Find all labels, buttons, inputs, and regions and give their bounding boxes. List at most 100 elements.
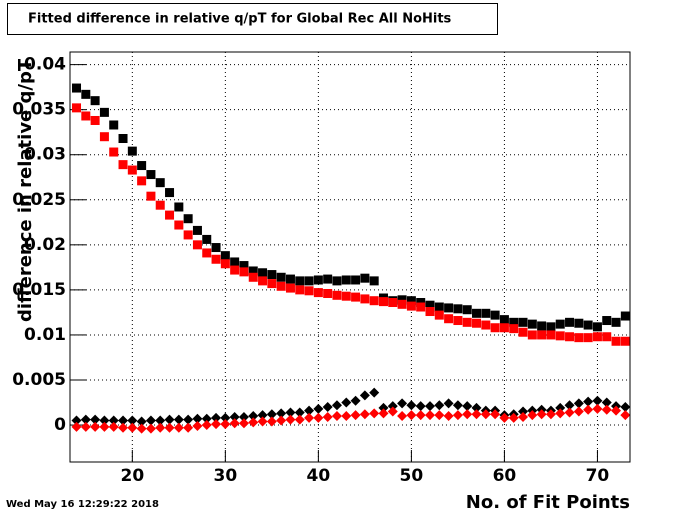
point <box>369 276 379 286</box>
point <box>397 295 407 305</box>
point <box>620 336 630 346</box>
point <box>108 421 119 432</box>
point <box>434 410 445 421</box>
point <box>323 274 333 284</box>
point <box>173 414 184 425</box>
point <box>527 410 538 421</box>
point <box>109 120 119 130</box>
point <box>341 275 351 285</box>
plot-area: 0 0.005 0.01 0.015 0.02 0.025 0.03 0.035 0.04 20 3… <box>12 52 631 486</box>
point <box>555 408 566 419</box>
point <box>211 254 221 264</box>
y-tick-label: 0.01 <box>24 325 66 345</box>
point <box>165 188 175 198</box>
point <box>145 423 156 434</box>
point <box>490 310 500 320</box>
y-tick-label: 0.03 <box>24 145 66 165</box>
point <box>192 420 203 431</box>
timestamp: Wed May 16 12:29:22 2018 <box>6 499 159 510</box>
point <box>592 403 603 414</box>
point <box>285 407 296 418</box>
point <box>387 401 398 412</box>
point <box>248 272 258 282</box>
point <box>518 411 529 422</box>
point <box>452 400 463 411</box>
point <box>490 409 501 420</box>
point <box>276 272 286 282</box>
point <box>220 419 231 430</box>
point <box>257 410 268 421</box>
point <box>127 415 138 426</box>
point <box>258 276 268 286</box>
point <box>565 317 575 327</box>
point <box>220 251 230 261</box>
x-tick-label: 50 <box>400 466 424 486</box>
point <box>238 411 249 422</box>
point <box>406 296 416 306</box>
point <box>118 134 128 144</box>
point <box>397 299 407 309</box>
point <box>239 267 249 277</box>
point <box>295 276 305 286</box>
point <box>90 414 101 425</box>
point <box>564 400 575 411</box>
point <box>360 294 370 304</box>
point <box>415 401 426 412</box>
point <box>108 415 119 426</box>
y-tick-label: 0.015 <box>12 280 66 300</box>
point <box>257 416 268 427</box>
point <box>331 400 342 411</box>
point <box>425 401 435 412</box>
point <box>360 273 370 283</box>
point <box>452 410 463 421</box>
point <box>620 410 631 421</box>
y-tick-label: 0 <box>54 415 66 435</box>
point <box>266 409 277 420</box>
point <box>155 422 166 433</box>
point <box>536 409 547 420</box>
point <box>472 318 482 328</box>
point <box>285 274 295 284</box>
point <box>71 415 82 426</box>
point <box>583 404 594 415</box>
point <box>183 414 194 425</box>
point <box>527 330 537 340</box>
point <box>518 406 529 417</box>
point <box>164 422 175 433</box>
y-tick-label: 0.025 <box>12 190 66 210</box>
point <box>472 308 482 318</box>
y-tick-label: 0.02 <box>24 235 66 255</box>
point <box>388 298 398 308</box>
point <box>387 406 398 417</box>
y-tick-label: 0.005 <box>12 370 66 390</box>
point <box>304 286 314 296</box>
point <box>434 310 444 320</box>
point <box>295 285 305 295</box>
point <box>564 407 575 418</box>
point <box>183 230 193 240</box>
point <box>294 414 305 425</box>
point <box>555 331 565 341</box>
point <box>443 411 454 422</box>
point <box>378 408 389 419</box>
point <box>601 397 612 408</box>
point <box>416 298 426 308</box>
point <box>192 413 203 424</box>
point <box>350 410 361 421</box>
point <box>359 390 370 401</box>
point <box>592 332 602 342</box>
point <box>359 409 370 420</box>
point <box>99 421 110 432</box>
point <box>127 146 137 156</box>
point <box>137 161 147 171</box>
x-tick-label: 40 <box>307 466 331 486</box>
x-axis-label: No. of Fit Points <box>466 492 630 513</box>
point <box>211 419 222 430</box>
x-tick-label: 70 <box>586 466 610 486</box>
point <box>573 398 584 409</box>
point <box>99 132 109 142</box>
point <box>481 308 491 318</box>
point <box>137 176 147 186</box>
